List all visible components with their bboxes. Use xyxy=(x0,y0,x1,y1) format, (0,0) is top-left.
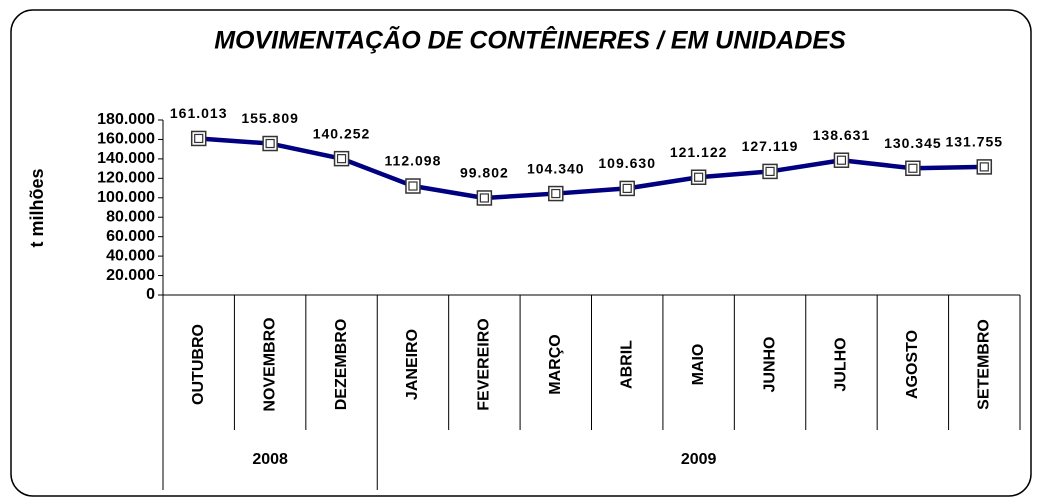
data-marker xyxy=(690,169,707,185)
x-tick-label: JULHO xyxy=(833,337,850,391)
marker-inner xyxy=(194,133,204,144)
marker-outer xyxy=(405,178,421,194)
data-label: 99.802 xyxy=(460,165,509,181)
marker-outer xyxy=(690,169,707,185)
data-label: 131.755 xyxy=(945,134,1003,150)
x-tick-label: JUNHO xyxy=(761,336,778,392)
marker-inner xyxy=(408,181,418,191)
marker-inner xyxy=(836,155,847,165)
marker-outer xyxy=(833,152,850,168)
data-label: 140.252 xyxy=(313,125,371,141)
y-tick-label: 180.000 xyxy=(97,111,155,128)
y-tick-label: 0 xyxy=(146,286,155,303)
x-tick-label: NOVEMBRO xyxy=(261,317,278,411)
data-marker xyxy=(405,178,421,194)
data-marker xyxy=(190,130,207,147)
group-label: 2009 xyxy=(681,451,717,468)
y-tick-label: 160.000 xyxy=(97,131,155,148)
y-tick-label: 120.000 xyxy=(97,170,155,187)
marker-inner xyxy=(551,188,561,199)
data-line xyxy=(198,136,985,201)
data-marker xyxy=(905,160,921,177)
data-marker xyxy=(548,185,564,202)
y-tick-label: 40.000 xyxy=(106,247,155,264)
y-tick-label: 60.000 xyxy=(106,228,155,245)
data-label: 138.631 xyxy=(813,127,871,143)
marker-inner xyxy=(979,162,989,172)
y-tick-label: 140.000 xyxy=(97,150,155,167)
data-label: 130.345 xyxy=(884,135,942,151)
x-tick-label: AGOSTO xyxy=(904,330,921,399)
marker-inner xyxy=(908,163,918,173)
chart-frame xyxy=(10,9,1032,497)
data-label: 109.630 xyxy=(598,155,656,171)
marker-outer xyxy=(976,159,993,175)
data-marker xyxy=(976,159,993,175)
y-tick-label: 100.000 xyxy=(97,189,155,206)
data-marker xyxy=(762,163,778,180)
marker-inner xyxy=(479,193,489,203)
group-label: 2008 xyxy=(252,451,288,468)
data-label: 161.013 xyxy=(170,105,228,121)
data-label: 112.098 xyxy=(385,153,442,169)
marker-inner xyxy=(694,172,704,182)
marker-outer xyxy=(548,185,564,202)
chart-title: MOVIMENTAÇÃO DE CONTÊINERES / EM UNIDADE… xyxy=(214,25,846,55)
x-tick-label: DEZEMBRO xyxy=(333,319,350,411)
data-label: 121.122 xyxy=(670,144,728,160)
marker-outer xyxy=(905,160,921,177)
marker-inner xyxy=(622,183,632,194)
marker-inner xyxy=(336,154,347,164)
marker-outer xyxy=(619,180,635,197)
marker-outer xyxy=(190,130,207,147)
data-marker xyxy=(833,152,850,168)
data-marker xyxy=(476,190,493,206)
y-axis-title: t milhões xyxy=(27,168,47,247)
x-tick-label: JANEIRO xyxy=(404,329,421,400)
marker-outer xyxy=(762,163,778,180)
x-tick-label: MAIO xyxy=(690,344,707,386)
marker-inner xyxy=(765,166,775,177)
y-tick-label: 20.000 xyxy=(106,267,155,284)
data-label: 155.809 xyxy=(241,110,299,126)
marker-inner xyxy=(265,138,275,149)
data-label: 127.119 xyxy=(742,138,799,154)
x-tick-label: ABRIL xyxy=(618,340,635,389)
marker-outer xyxy=(333,150,350,167)
x-tick-label: FEVEREIRO xyxy=(476,318,493,410)
data-label: 104.340 xyxy=(527,160,585,176)
y-tick-label: 80.000 xyxy=(106,208,155,225)
x-tick-label: SETEMBRO xyxy=(976,319,993,410)
marker-outer xyxy=(262,135,278,152)
x-tick-label: OUTUBRO xyxy=(190,324,207,405)
data-marker xyxy=(333,150,350,167)
data-marker xyxy=(619,180,635,197)
data-marker xyxy=(262,135,278,152)
marker-outer xyxy=(476,190,493,206)
x-tick-label: MARÇO xyxy=(547,334,564,394)
